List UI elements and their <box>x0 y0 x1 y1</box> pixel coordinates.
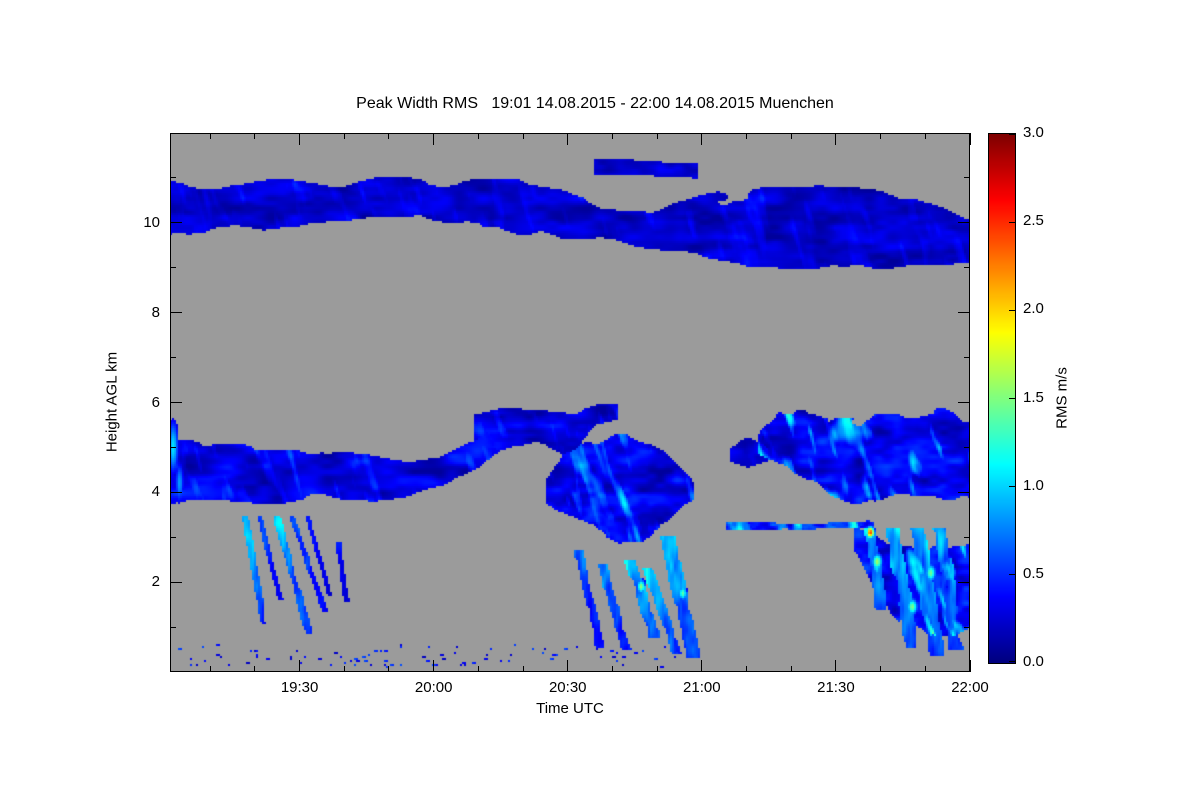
y-tick-label: 10 <box>143 213 160 231</box>
x-tick-major <box>433 133 435 145</box>
x-tick-major <box>299 133 301 145</box>
y-tick-label: 4 <box>151 483 160 501</box>
y-tick-label: 8 <box>151 303 160 321</box>
colorbar-label: RMS m/s <box>1053 367 1071 429</box>
y-tick-major <box>958 491 970 493</box>
colorbar-tick <box>1009 486 1015 488</box>
colorbar-tick-label: 0.5 <box>1023 564 1044 582</box>
x-tick-major <box>567 660 569 672</box>
colorbar-tick-label: 3.0 <box>1023 124 1044 141</box>
colorbar-tick-label: 1.0 <box>1023 476 1044 494</box>
colorbar-tick <box>1009 134 1015 135</box>
y-tick-minor <box>170 446 176 448</box>
x-tick-minor <box>880 666 882 672</box>
y-tick-major <box>958 581 970 583</box>
x-tick-minor <box>611 666 613 672</box>
y-tick-minor <box>170 626 176 628</box>
x-tick-minor <box>388 133 390 139</box>
colorbar-tick <box>1009 221 1015 223</box>
x-tick-label: 20:30 <box>548 679 587 696</box>
x-tick-major <box>701 133 703 145</box>
x-tick-minor <box>477 666 479 672</box>
y-tick-major <box>958 222 970 224</box>
x-tick-label: 19:30 <box>280 679 319 696</box>
y-tick-major <box>170 581 182 583</box>
x-tick-minor <box>656 133 658 139</box>
colorbar-tick <box>1009 309 1015 311</box>
x-tick-minor <box>254 666 256 672</box>
x-tick-major <box>299 660 301 672</box>
x-tick-minor <box>924 666 926 672</box>
x-tick-label: 22:00 <box>951 679 989 696</box>
x-tick-minor <box>924 133 926 139</box>
y-tick-major <box>958 402 970 403</box>
y-tick-label: 2 <box>151 573 160 591</box>
y-tick-minor <box>170 536 176 538</box>
x-tick-major <box>969 660 971 672</box>
x-tick-major <box>567 133 569 145</box>
colorbar <box>988 133 1016 664</box>
y-tick-minor <box>170 357 176 359</box>
x-tick-minor <box>656 666 658 672</box>
colorbar-tick-label: 1.5 <box>1023 388 1044 406</box>
x-tick-major <box>969 133 971 145</box>
x-tick-minor <box>880 133 882 139</box>
y-tick-label: 6 <box>151 393 160 411</box>
x-tick-label: 21:00 <box>683 679 721 696</box>
x-tick-minor <box>611 133 613 139</box>
x-tick-minor <box>343 666 345 672</box>
y-tick-major <box>170 402 182 403</box>
y-tick-major <box>170 312 182 314</box>
y-tick-major <box>170 491 182 493</box>
x-tick-minor <box>746 133 748 139</box>
heatmap-canvas <box>170 133 970 672</box>
chart-title: Peak Width RMS 19:01 14.08.2015 - 22:00 … <box>356 95 834 112</box>
colorbar-tick <box>1009 398 1015 399</box>
colorbar-tick <box>1009 574 1015 576</box>
colorbar-tick <box>1009 661 1015 662</box>
x-tick-major <box>433 660 435 672</box>
y-tick-minor <box>964 536 970 538</box>
x-tick-minor <box>254 133 256 139</box>
colorbar-tick-label: 0.0 <box>1023 653 1044 670</box>
y-axis-label: Height AGL km <box>103 351 121 453</box>
y-tick-minor <box>964 446 970 448</box>
x-tick-minor <box>477 133 479 139</box>
y-tick-minor <box>170 267 176 269</box>
x-tick-minor <box>343 133 345 139</box>
y-tick-minor <box>964 357 970 359</box>
y-tick-minor <box>170 177 176 179</box>
x-tick-minor <box>209 666 211 672</box>
x-tick-label: 20:00 <box>414 679 453 696</box>
x-axis-label: Time UTC <box>536 700 604 717</box>
y-tick-minor <box>964 267 970 269</box>
x-tick-major <box>835 133 837 145</box>
y-tick-major <box>958 312 970 314</box>
heatmap-plot <box>170 133 971 672</box>
x-tick-minor <box>790 133 792 139</box>
x-tick-label: 21:30 <box>817 679 855 696</box>
x-tick-minor <box>388 666 390 672</box>
y-tick-minor <box>964 626 970 628</box>
colorbar-tick-label: 2.5 <box>1023 212 1044 230</box>
x-tick-minor <box>209 133 211 139</box>
x-tick-major <box>701 660 703 672</box>
x-tick-minor <box>522 666 524 672</box>
x-tick-major <box>835 660 837 672</box>
y-tick-minor <box>964 177 970 179</box>
x-tick-minor <box>746 666 748 672</box>
y-tick-major <box>170 222 182 224</box>
x-tick-minor <box>790 666 792 672</box>
colorbar-tick-label: 2.0 <box>1023 300 1044 318</box>
x-tick-minor <box>522 133 524 139</box>
